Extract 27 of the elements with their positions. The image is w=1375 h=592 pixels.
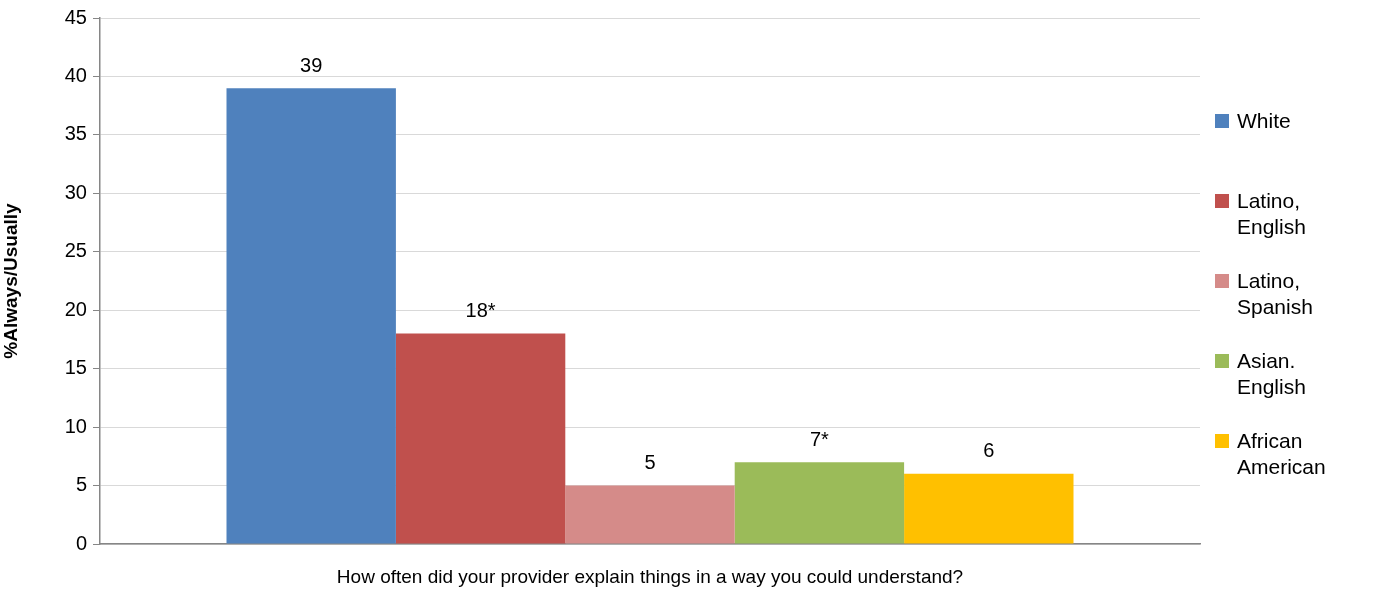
bar [565,485,735,544]
y-tick-label: 10 [64,414,87,437]
data-label: 5 [644,451,656,474]
y-tick-label: 30 [64,180,87,203]
data-label: 39 [300,53,323,76]
bar [226,88,396,544]
y-tick-label: 45 [64,5,87,28]
data-label: 6 [983,439,995,462]
legend-label: African American [1237,428,1327,480]
legend-label: Latino, English [1237,188,1307,240]
bar [904,473,1074,544]
y-tick-label: 0 [75,531,87,554]
y-tick-label: 15 [64,356,87,379]
y-tick-label: 5 [75,473,87,496]
legend-label: Asian. English [1237,348,1307,400]
y-tick-label: 20 [64,297,87,320]
y-tick-label: 40 [64,63,87,86]
data-label: 18* [465,299,496,322]
legend-label: Latino, Spanish [1237,268,1314,320]
x-tick-label: How often did your provider explain things in a way you could understand? [336,565,964,587]
y-tick-label: 25 [64,239,87,262]
y-tick-label: 35 [64,122,87,145]
legend-label: White [1237,108,1292,134]
bar [395,333,566,544]
y-axis-title: %Always/Usually [0,202,21,359]
data-label: 7* [809,427,830,450]
bar [734,462,905,544]
